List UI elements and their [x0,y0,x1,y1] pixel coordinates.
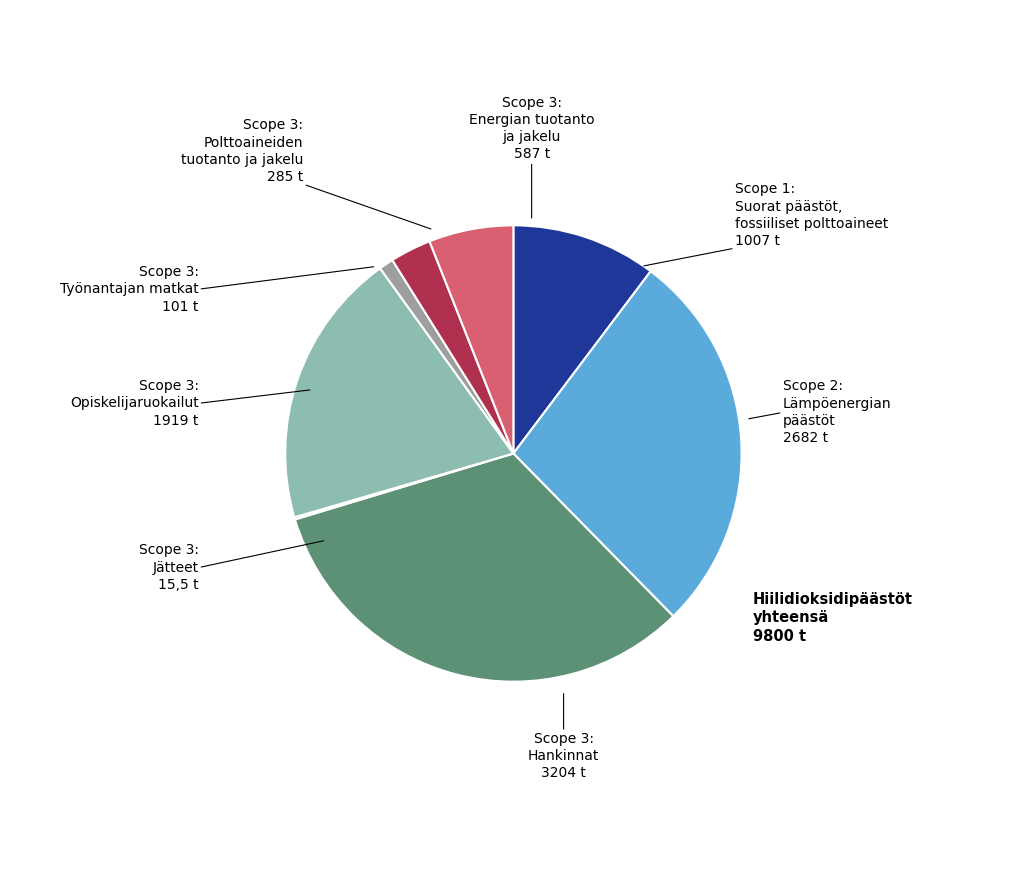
Text: Scope 3:
Polttoaineiden
tuotanto ja jakelu
285 t: Scope 3: Polttoaineiden tuotanto ja jake… [181,118,303,184]
Wedge shape [513,225,650,453]
Text: Scope 2:
Lämpöenergian
päästöt
2682 t: Scope 2: Lämpöenergian päästöt 2682 t [782,380,891,445]
Wedge shape [513,271,741,616]
Text: Scope 3:
Jätteet
15,5 t: Scope 3: Jätteet 15,5 t [138,543,199,592]
Text: Scope 3:
Hankinnat
3204 t: Scope 3: Hankinnat 3204 t [528,732,599,781]
Wedge shape [295,453,674,682]
Text: Scope 3:
Opiskelijaruokailut
1919 t: Scope 3: Opiskelijaruokailut 1919 t [70,379,199,428]
Text: Scope 3:
Työnantajan matkat
101 t: Scope 3: Työnantajan matkat 101 t [59,265,199,314]
Wedge shape [286,268,513,517]
Wedge shape [392,241,513,453]
Wedge shape [429,225,513,453]
Text: Hiilidioksidipäästöt
yhteensä
9800 t: Hiilidioksidipäästöt yhteensä 9800 t [753,592,913,644]
Wedge shape [380,260,513,453]
Text: Scope 1:
Suorat päästöt,
fossiiliset polttoaineet
1007 t: Scope 1: Suorat päästöt, fossiiliset pol… [735,182,888,248]
Wedge shape [294,453,513,519]
Text: Scope 3:
Energian tuotanto
ja jakelu
587 t: Scope 3: Energian tuotanto ja jakelu 587… [469,95,595,162]
